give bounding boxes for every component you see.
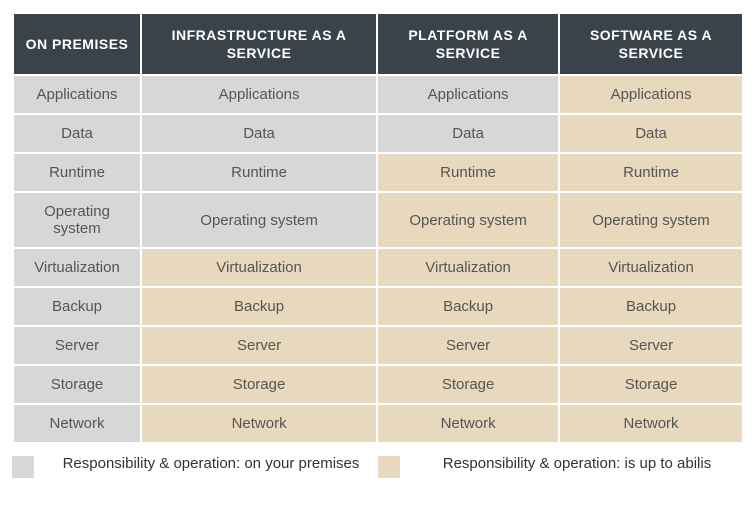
legend-swatch-onprem: [12, 456, 34, 478]
table-cell: Network: [378, 405, 558, 442]
table-cell: Server: [142, 327, 376, 364]
table-row: StorageStorageStorageStorage: [14, 366, 742, 403]
table-row: DataDataDataData: [14, 115, 742, 152]
legend-item-provider: Responsibility & operation: is up to abi…: [378, 454, 744, 478]
header-row: ON PREMISESINFRASTRUCTURE AS A SERVICEPL…: [14, 14, 742, 74]
header-cell: INFRASTRUCTURE AS A SERVICE: [142, 14, 376, 74]
table-cell: Data: [142, 115, 376, 152]
table-cell: Runtime: [14, 154, 140, 191]
table-cell: Operating system: [14, 193, 140, 247]
table-cell: Applications: [14, 76, 140, 113]
table-cell: Operating system: [560, 193, 742, 247]
table-cell: Network: [142, 405, 376, 442]
table-cell: Network: [560, 405, 742, 442]
table-cell: Storage: [14, 366, 140, 403]
table-row: NetworkNetworkNetworkNetwork: [14, 405, 742, 442]
table-row: ServerServerServerServer: [14, 327, 742, 364]
table-cell: Virtualization: [14, 249, 140, 286]
table-cell: Backup: [142, 288, 376, 325]
table-header: ON PREMISESINFRASTRUCTURE AS A SERVICEPL…: [14, 14, 742, 74]
legend-item-onprem: Responsibility & operation: on your prem…: [12, 454, 378, 478]
table-cell: Virtualization: [560, 249, 742, 286]
table-cell: Virtualization: [142, 249, 376, 286]
legend-swatch-provider: [378, 456, 400, 478]
table-cell: Storage: [560, 366, 742, 403]
table-cell: Runtime: [560, 154, 742, 191]
header-cell: ON PREMISES: [14, 14, 140, 74]
table-row: RuntimeRuntimeRuntimeRuntime: [14, 154, 742, 191]
table-cell: Operating system: [378, 193, 558, 247]
cloud-responsibility-table: ON PREMISESINFRASTRUCTURE AS A SERVICEPL…: [12, 12, 744, 444]
table-cell: Backup: [378, 288, 558, 325]
table-cell: Runtime: [142, 154, 376, 191]
table-cell: Data: [560, 115, 742, 152]
table-cell: Server: [378, 327, 558, 364]
table-cell: Applications: [378, 76, 558, 113]
table-cell: Data: [14, 115, 140, 152]
table-cell: Applications: [142, 76, 376, 113]
legend-text-onprem: Responsibility & operation: on your prem…: [44, 454, 378, 474]
table-cell: Backup: [560, 288, 742, 325]
table-cell: Storage: [142, 366, 376, 403]
table-cell: Applications: [560, 76, 742, 113]
table-cell: Server: [560, 327, 742, 364]
table-cell: Storage: [378, 366, 558, 403]
table-cell: Virtualization: [378, 249, 558, 286]
header-cell: PLATFORM AS A SERVICE: [378, 14, 558, 74]
table-row: ApplicationsApplicationsApplicationsAppl…: [14, 76, 742, 113]
table-cell: Network: [14, 405, 140, 442]
legend: Responsibility & operation: on your prem…: [12, 454, 744, 478]
table-cell: Backup: [14, 288, 140, 325]
table-row: Operating systemOperating systemOperatin…: [14, 193, 742, 247]
table-cell: Server: [14, 327, 140, 364]
table-row: BackupBackupBackupBackup: [14, 288, 742, 325]
table-row: VirtualizationVirtualizationVirtualizati…: [14, 249, 742, 286]
table-cell: Data: [378, 115, 558, 152]
table-cell: Operating system: [142, 193, 376, 247]
table-cell: Runtime: [378, 154, 558, 191]
table-body: ApplicationsApplicationsApplicationsAppl…: [14, 76, 742, 442]
header-cell: SOFTWARE AS A SERVICE: [560, 14, 742, 74]
legend-text-provider: Responsibility & operation: is up to abi…: [410, 454, 744, 474]
